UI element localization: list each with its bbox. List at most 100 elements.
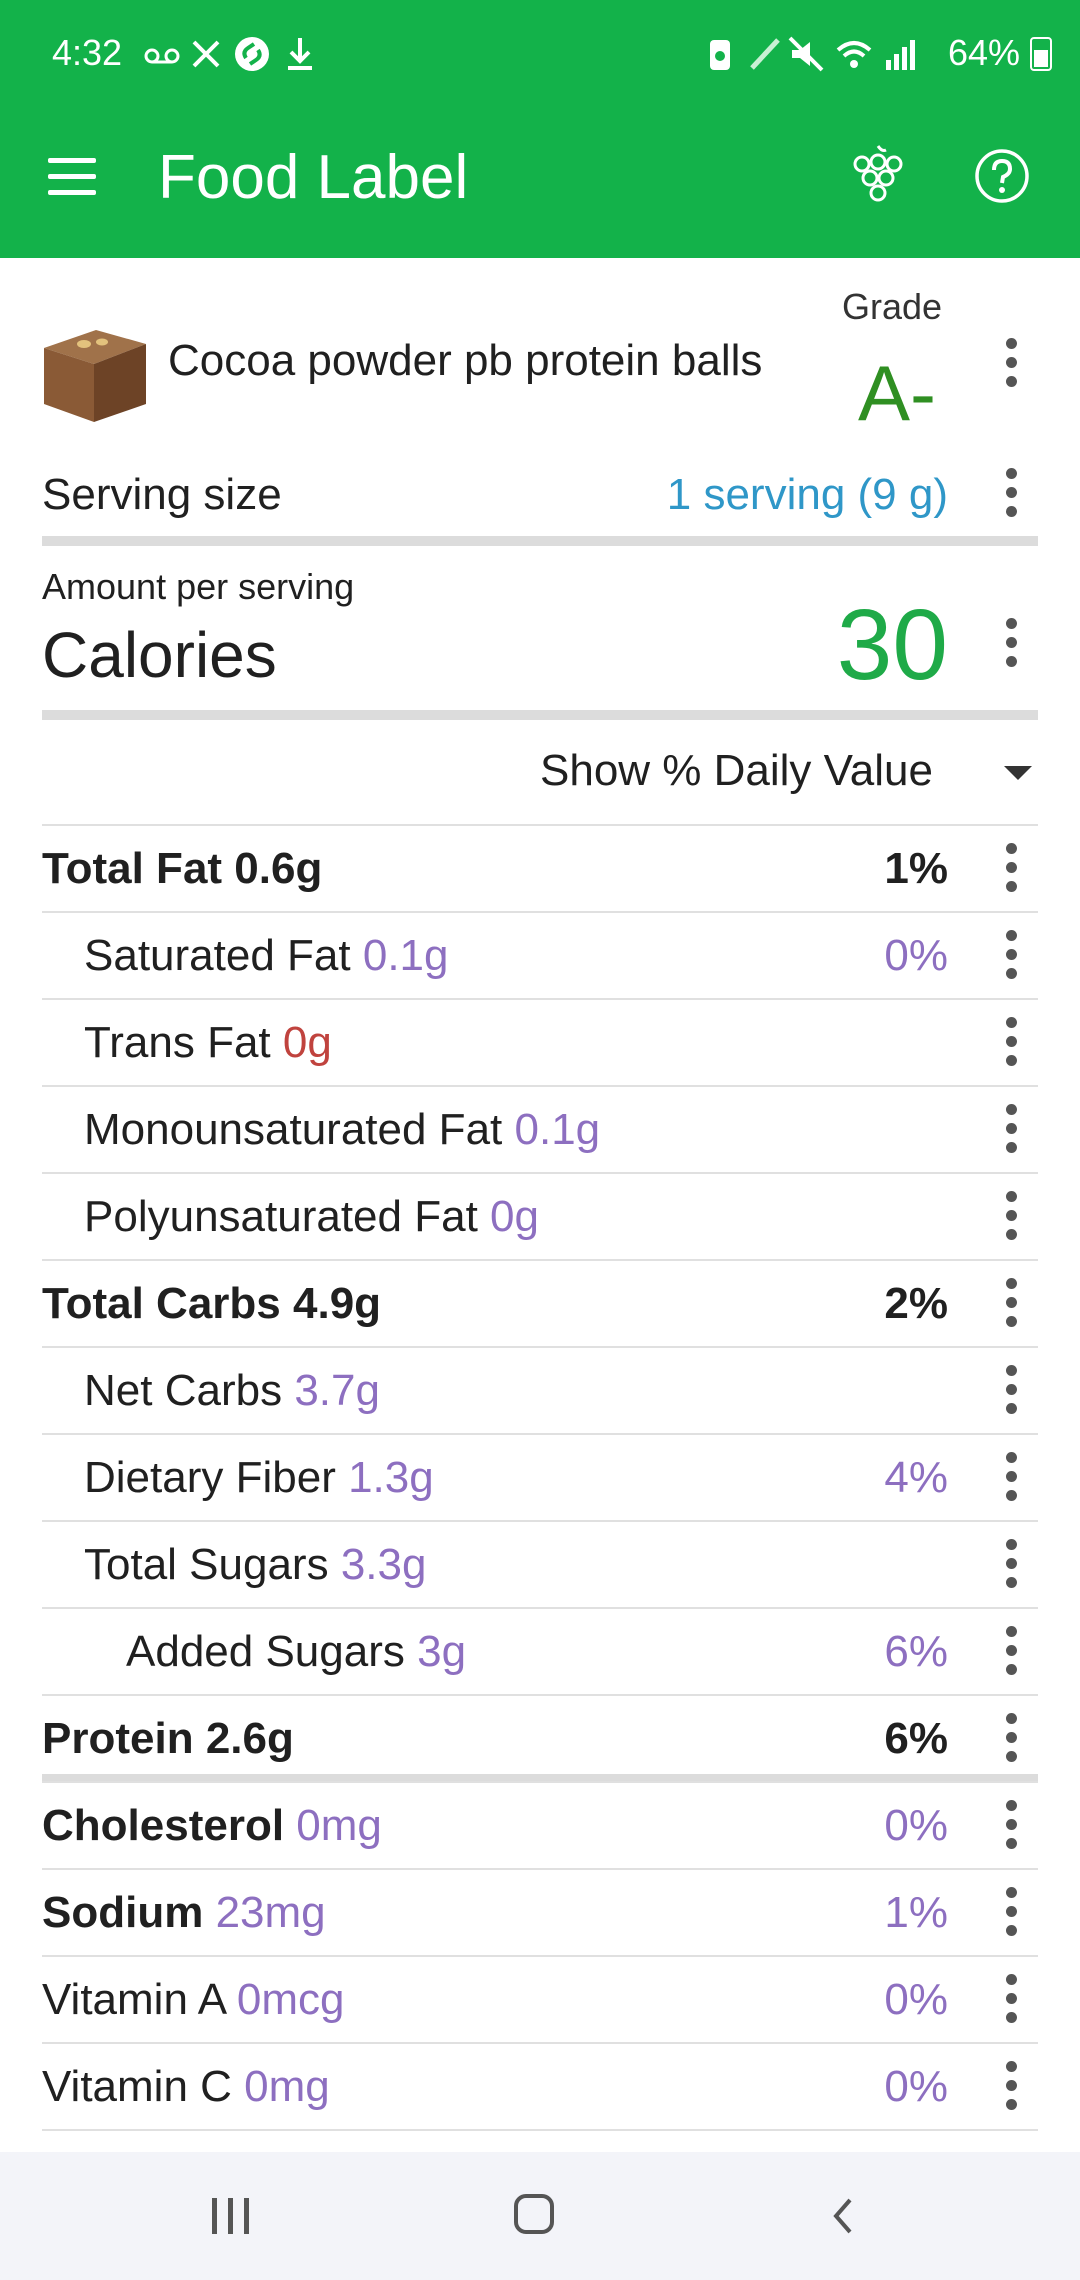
daily-value-dropdown[interactable]: Show % Daily Value <box>540 746 933 795</box>
signal-icon <box>886 40 915 70</box>
nutrient-options-menu-icon[interactable] <box>1006 1539 1018 1589</box>
nutrient-list: Total Fat 0.6g 1% Saturated Fat 0.1g 0% Tran… <box>0 824 1080 2133</box>
nutrient-options-menu-icon[interactable] <box>1006 1626 1018 1676</box>
nutrient-options-menu-icon[interactable] <box>1006 1713 1018 1763</box>
serving-options-menu-icon[interactable] <box>1006 468 1018 518</box>
nutrient-options-menu-icon[interactable] <box>1006 1191 1018 1241</box>
divider <box>42 1607 1038 1609</box>
nutrient-options-menu-icon[interactable] <box>1006 1452 1018 1502</box>
nutrient-options-menu-icon[interactable] <box>1006 930 1018 980</box>
nutrient-options-menu-icon[interactable] <box>1006 1365 1018 1415</box>
nutrient-amount: 0g <box>490 1192 539 1241</box>
nutrient-amount: 4.9g <box>293 1279 382 1328</box>
app-bar: 4:32 <box>0 0 1080 258</box>
recents-icon[interactable] <box>212 2198 252 2234</box>
back-icon[interactable] <box>824 2196 864 2236</box>
nutrient-name: Net Carbs <box>84 1366 283 1415</box>
nutrient-label: Net Carbs 3.7g <box>84 1366 380 1416</box>
nutrient-row: Net Carbs 3.7g <box>0 1346 1080 1433</box>
divider <box>42 1172 1038 1174</box>
nutrient-label: Added Sugars 3g <box>126 1627 466 1677</box>
page-title: Food Label <box>158 143 469 212</box>
nutrient-amount: 0g <box>282 1018 332 1067</box>
nutrient-row: Saturated Fat 0.1g 0% <box>0 911 1080 998</box>
divider <box>42 536 1038 546</box>
nutrient-label: Vitamin C 0mg <box>42 2062 330 2112</box>
nutrient-label: Total Carbs 4.9g <box>42 1279 381 1329</box>
nutrient-name: Added Sugars <box>126 1627 405 1676</box>
nutrient-options-menu-icon[interactable] <box>1006 1800 1018 1850</box>
nutrient-label: Polyunsaturated Fat 0g <box>84 1192 539 1242</box>
nutrient-options-menu-icon[interactable] <box>1006 1974 1018 2024</box>
nutrient-label: Sodium 23mg <box>42 1888 326 1938</box>
nutrient-amount: 2.6g <box>205 1714 294 1763</box>
status-bar: 4:32 <box>0 0 1080 108</box>
nutrient-daily-value: 4% <box>884 1453 948 1502</box>
nutrient-label: Trans Fat 0g <box>84 1018 332 1068</box>
calories-options-menu-icon[interactable] <box>1006 618 1018 668</box>
grapes-icon[interactable] <box>846 142 910 214</box>
nutrient-name: Monounsaturated Fat <box>84 1105 503 1154</box>
calories-value: 30 <box>836 589 948 701</box>
divider <box>42 911 1038 913</box>
nutrient-name: Cholesterol <box>42 1801 285 1850</box>
chevron-down-icon[interactable] <box>1004 766 1032 780</box>
pen-icon <box>750 38 780 70</box>
tools-icon <box>192 40 220 68</box>
divider <box>42 998 1038 1000</box>
divider <box>42 1868 1038 1870</box>
nutrient-name: Saturated Fat <box>84 931 351 980</box>
home-icon[interactable] <box>514 2194 554 2234</box>
grade-label: Grade <box>842 286 943 327</box>
grade-value: A- <box>858 349 936 437</box>
nutrient-label: Monounsaturated Fat 0.1g <box>84 1105 600 1155</box>
nutrient-row: Sodium 23mg 1% <box>0 1868 1080 1955</box>
amount-per-serving-label: Amount per serving <box>42 566 355 607</box>
nutrient-row: Dietary Fiber 1.3g 4% <box>0 1433 1080 1520</box>
nutrient-label: Saturated Fat 0.1g <box>84 931 448 981</box>
nutrient-options-menu-icon[interactable] <box>1006 843 1018 893</box>
nutrient-daily-value: 1% <box>884 844 948 893</box>
nutrient-row: Added Sugars 3g 6% <box>0 1607 1080 1694</box>
food-options-menu-icon[interactable] <box>1006 338 1018 388</box>
nutrient-row: Total Sugars 3.3g <box>0 1520 1080 1607</box>
nutrient-name: Protein <box>42 1714 194 1763</box>
nutrient-row: Total Fat 0.6g 1% <box>0 824 1080 911</box>
divider <box>42 2042 1038 2044</box>
nutrient-name: Dietary Fiber <box>84 1453 336 1502</box>
food-image <box>44 330 146 422</box>
nutrient-amount: 0mg <box>296 1801 382 1850</box>
nutrient-amount: 0.6g <box>234 844 323 893</box>
nutrient-amount: 0.1g <box>514 1105 601 1154</box>
status-time: 4:32 <box>52 32 123 73</box>
nutrient-amount: 0.1g <box>362 931 449 980</box>
nutrient-options-menu-icon[interactable] <box>1006 1017 1018 1067</box>
nutrient-label: Vitamin A 0mcg <box>42 1975 344 2025</box>
serving-size-label: Serving size <box>42 470 282 519</box>
nutrient-options-menu-icon[interactable] <box>1006 1887 1018 1937</box>
nutrient-row: Trans Fat 0g <box>0 998 1080 1085</box>
nutrient-options-menu-icon[interactable] <box>1006 2061 1018 2111</box>
nutrient-daily-value: 6% <box>884 1714 948 1763</box>
menu-icon[interactable] <box>48 158 98 198</box>
wifi-icon <box>836 41 872 68</box>
help-icon[interactable] <box>974 148 1030 204</box>
nutrient-amount: 3.3g <box>340 1540 427 1589</box>
nutrient-row: Protein 2.6g 6% <box>0 1694 1080 1782</box>
nutrient-options-menu-icon[interactable] <box>1006 1278 1018 1328</box>
nutrient-amount: 3.7g <box>294 1366 380 1415</box>
divider <box>42 1346 1038 1348</box>
nutrient-options-menu-icon[interactable] <box>1006 1104 1018 1154</box>
nutrient-row: Monounsaturated Fat 0.1g <box>0 1085 1080 1172</box>
serving-size-value[interactable]: 1 serving (9 g) <box>666 470 948 519</box>
nutrient-name: Trans Fat <box>84 1018 271 1067</box>
divider <box>42 2129 1038 2131</box>
divider <box>42 1520 1038 1522</box>
nutrient-name: Vitamin A <box>42 1975 225 2024</box>
nutrient-name: Total Carbs <box>42 1279 281 1328</box>
nutrient-daily-value: 0% <box>884 931 948 980</box>
mute-icon <box>788 36 824 72</box>
nutrient-amount: 3g <box>417 1627 467 1676</box>
nutrient-row: Polyunsaturated Fat 0g <box>0 1172 1080 1259</box>
nutrient-label: Total Sugars 3.3g <box>84 1540 426 1590</box>
